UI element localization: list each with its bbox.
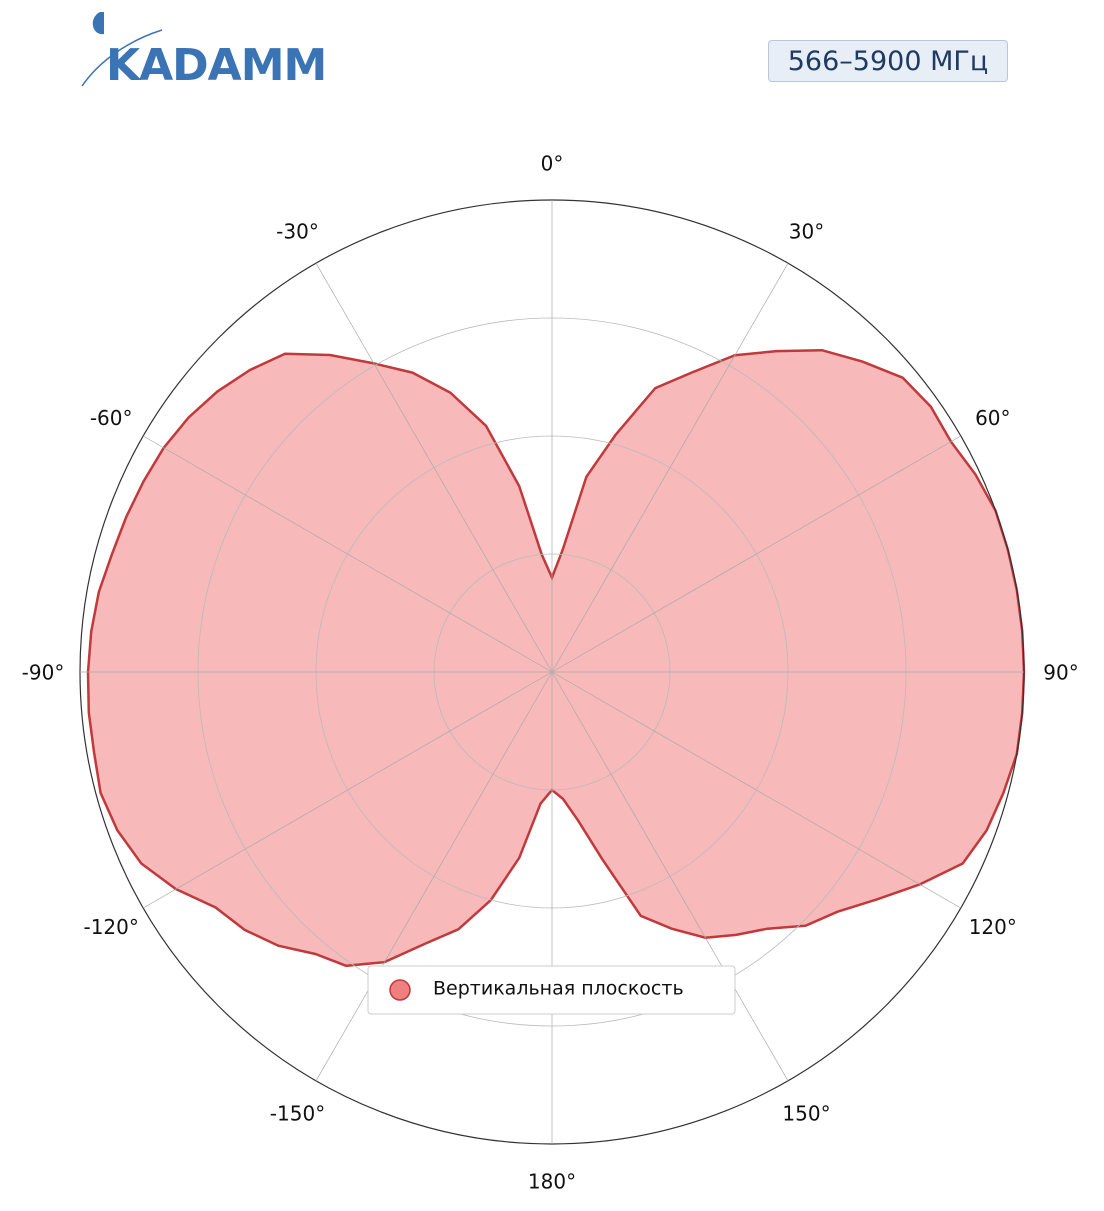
theta-tick-label: 30° bbox=[789, 220, 824, 244]
legend: Вертикальная плоскость bbox=[367, 965, 736, 1015]
grid-spoke bbox=[551, 263, 789, 673]
grid-spoke bbox=[143, 671, 553, 909]
grid-spoke bbox=[315, 671, 553, 1081]
logo-swoosh bbox=[81, 29, 163, 87]
pattern-area bbox=[86, 348, 1026, 968]
grid-spoke bbox=[315, 263, 553, 673]
theta-tick-label: 0° bbox=[541, 152, 564, 176]
grid-spoke bbox=[551, 435, 961, 673]
logo-mark bbox=[92, 12, 104, 35]
logo: KADAMM bbox=[81, 12, 327, 91]
theta-tick-label: 90° bbox=[1043, 661, 1078, 685]
theta-tick-label: 180° bbox=[528, 1170, 576, 1194]
logo-text: KADAMM bbox=[106, 40, 326, 91]
theta-tick-label: 120° bbox=[969, 915, 1017, 939]
legend-marker bbox=[389, 979, 411, 1001]
theta-tick-label: -60° bbox=[90, 406, 133, 430]
theta-tick-label: -150° bbox=[270, 1101, 325, 1125]
theta-tick-label: -90° bbox=[22, 661, 65, 685]
legend-label: Вертикальная плоскость bbox=[433, 978, 684, 1000]
theta-tick-label: -120° bbox=[83, 915, 138, 939]
theta-tick-label: -30° bbox=[276, 220, 319, 244]
grid-spoke bbox=[551, 671, 961, 909]
grid-spoke bbox=[551, 671, 789, 1081]
grid-spoke bbox=[143, 435, 553, 673]
theta-tick-label: 150° bbox=[782, 1101, 830, 1125]
legend-box bbox=[367, 965, 736, 1015]
theta-tick-label: 60° bbox=[975, 406, 1010, 430]
frequency-badge: 566–5900 МГц bbox=[768, 40, 1008, 82]
